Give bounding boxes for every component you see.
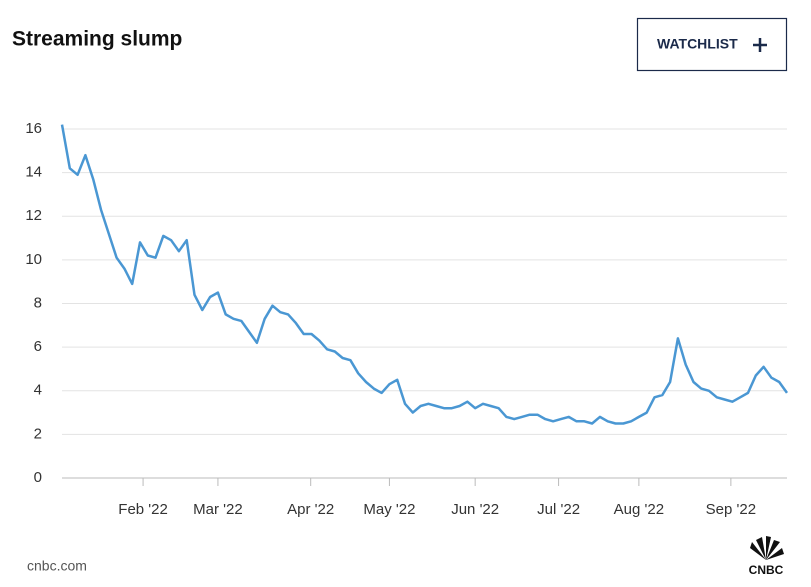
y-tick-label: 2 — [34, 425, 42, 442]
y-tick-label: 0 — [34, 469, 42, 486]
button-label[interactable]: WATCHLIST — [657, 36, 738, 52]
x-tick-label: Jul '22 — [537, 501, 580, 518]
chart-title: Streaming slump — [12, 28, 182, 51]
watchlist-button[interactable]: WATCHLIST — [636, 17, 788, 72]
y-tick-label: 4 — [34, 382, 42, 399]
y-tick-label: 12 — [25, 207, 42, 224]
y-tick-label: 16 — [25, 120, 42, 137]
source: cnbc.com — [27, 558, 87, 574]
x-tick-label: Aug '22 — [614, 501, 664, 518]
data-line — [60, 124, 789, 425]
x-tick-label: Apr '22 — [287, 501, 334, 518]
x-tick-label: Feb '22 — [118, 501, 168, 518]
y-tick-label: 10 — [25, 251, 42, 268]
logo: CNBC — [749, 536, 784, 577]
x-tick-label: Sep '22 — [706, 501, 756, 518]
x-tick-label: Jun '22 — [451, 501, 499, 518]
y-tick-label: 6 — [34, 338, 42, 355]
y-tick-label: 14 — [25, 164, 42, 181]
logo-peacock — [750, 536, 784, 560]
logo-text: CNBC — [749, 563, 784, 577]
x-tick-label: Mar '22 — [193, 501, 243, 518]
x-tick-label: May '22 — [363, 501, 415, 518]
y-tick-label: 8 — [34, 294, 42, 311]
